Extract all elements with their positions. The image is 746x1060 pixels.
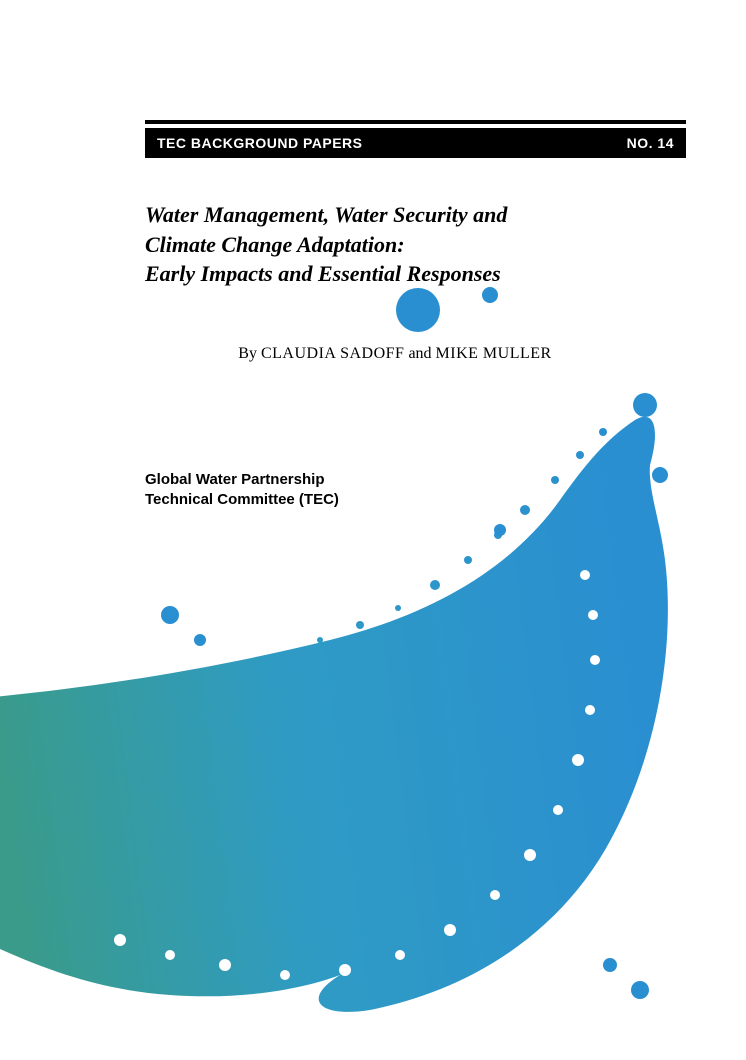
byline-conjunction: and bbox=[404, 345, 435, 362]
droplet bbox=[633, 393, 657, 417]
swoosh-speckles-inner bbox=[114, 570, 600, 980]
header-bar: TEC BACKGROUND PAPERS NO. 14 bbox=[145, 128, 686, 158]
organization: Global Water Partnership Technical Commi… bbox=[145, 470, 445, 509]
droplet bbox=[194, 634, 206, 646]
swoosh-speckles-top bbox=[281, 428, 607, 659]
org-line-1: Global Water Partnership bbox=[145, 470, 445, 490]
issue-number: NO. 14 bbox=[627, 135, 674, 151]
org-line-2: Technical Committee (TEC) bbox=[145, 490, 445, 510]
water-droplets bbox=[161, 287, 668, 999]
droplet bbox=[396, 288, 440, 332]
droplet bbox=[161, 606, 179, 624]
title-line-2: Climate Change Adaptation: bbox=[145, 230, 645, 260]
title-line-3: Early Impacts and Essential Responses bbox=[145, 259, 645, 289]
water-splash-art bbox=[0, 0, 746, 1060]
title-line-1: Water Management, Water Security and bbox=[145, 200, 645, 230]
series-label: TEC BACKGROUND PAPERS bbox=[157, 135, 362, 151]
header-top-rule bbox=[145, 120, 686, 124]
droplet bbox=[603, 958, 617, 972]
byline: By CLAUDIA SADOFF and MIKE MULLER bbox=[145, 345, 645, 363]
droplet bbox=[652, 467, 668, 483]
droplet bbox=[631, 981, 649, 999]
droplet bbox=[482, 287, 498, 303]
byline-prefix: By bbox=[238, 345, 261, 362]
author-1: CLAUDIA SADOFF bbox=[261, 345, 404, 362]
droplet bbox=[494, 524, 506, 536]
author-2: MIKE MULLER bbox=[436, 345, 552, 362]
document-title: Water Management, Water Security and Cli… bbox=[145, 200, 645, 289]
droplet bbox=[609, 449, 641, 481]
